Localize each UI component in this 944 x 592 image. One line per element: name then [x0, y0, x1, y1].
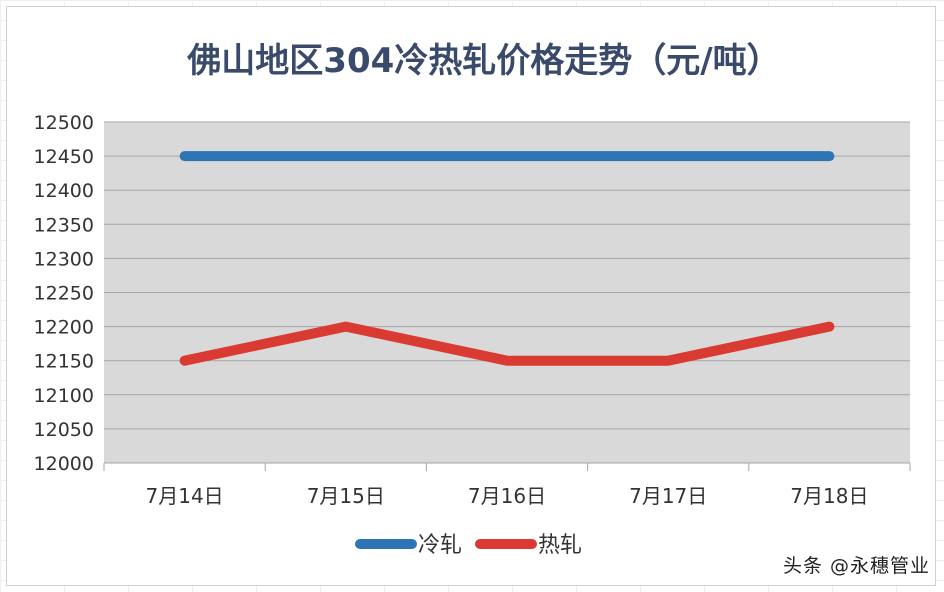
y-tick-label: 12050	[34, 419, 94, 441]
y-tick-label: 12450	[34, 146, 94, 168]
y-tick-label: 12500	[34, 112, 94, 134]
watermark-text: 头条 @永穗管业	[782, 555, 930, 577]
y-tick-label: 12400	[34, 180, 94, 202]
legend-label-1: 热轧	[538, 533, 582, 558]
legend-label-0: 冷轧	[418, 533, 462, 558]
y-tick-label: 12350	[34, 214, 94, 236]
x-tick-label: 7月18日	[790, 484, 868, 508]
chart-title: 佛山地区304冷热轧价格走势（元/吨）	[186, 41, 780, 81]
y-tick-label: 12150	[34, 351, 94, 373]
y-tick-label: 12100	[34, 385, 94, 407]
x-tick-label: 7月14日	[146, 484, 224, 508]
y-tick-label: 12250	[34, 283, 94, 305]
series-lines	[179, 151, 835, 366]
x-tick-label: 7月16日	[468, 484, 546, 508]
y-tick-label: 12000	[34, 453, 94, 475]
y-tick-label: 12300	[34, 248, 94, 270]
series-line-1	[179, 321, 835, 366]
x-axis: 7月14日 7月15日 7月16日 7月17日 7月18日	[146, 484, 869, 508]
y-axis: 12000 12050 12100 12150 12200 12250 12300 12350…	[34, 112, 94, 475]
x-tick-label: 7月15日	[307, 484, 385, 508]
x-tick-label: 7月17日	[629, 484, 707, 508]
legend: 冷轧 热轧	[355, 533, 582, 558]
y-tick-label: 12200	[34, 317, 94, 339]
